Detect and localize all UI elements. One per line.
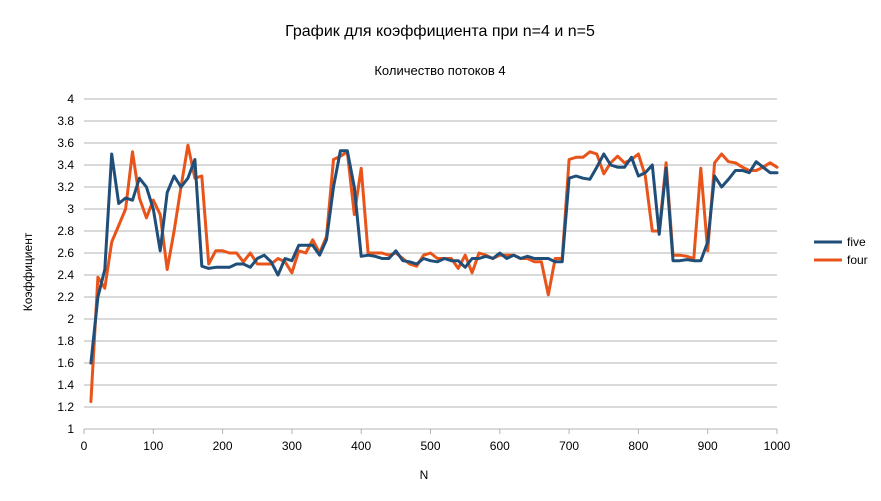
x-axis-ticks: 0 100 200 300 400 500 600 700 800 900 1000 — [81, 429, 791, 453]
y-tick-label: 2.4 — [57, 268, 74, 282]
y-tick-label: 1.2 — [57, 400, 74, 414]
legend: five four — [814, 235, 868, 267]
grid-lines — [84, 98, 777, 408]
y-tick-label: 3.2 — [57, 180, 74, 194]
y-axis-title: Коэффициент — [21, 232, 35, 311]
legend-label-four: four — [847, 253, 868, 267]
chart-subtitle: Количество потоков 4 — [374, 63, 505, 78]
x-axis-title: N — [420, 468, 429, 482]
chart-title: График для коэффициента при n=4 и n=5 — [285, 23, 595, 40]
y-tick-label: 3 — [67, 202, 74, 216]
x-tick-label: 1000 — [764, 439, 791, 453]
x-tick-label: 900 — [698, 439, 718, 453]
series-lines — [89, 143, 779, 403]
x-tick-label: 200 — [213, 439, 233, 453]
y-axis-ticks: 1 1.2 1.4 1.6 1.8 2 2.2 2.4 2.6 2.8 3 3.2 3.4 3.6 3.8 4 — [57, 92, 74, 436]
y-tick-label: 2.6 — [57, 246, 74, 260]
y-tick-label: 1.6 — [57, 356, 74, 370]
x-tick-label: 700 — [559, 439, 579, 453]
y-tick-label: 2.8 — [57, 224, 74, 238]
y-tick-label: 3.4 — [57, 158, 74, 172]
y-tick-label: 3.6 — [57, 136, 74, 150]
y-tick-label: 1.8 — [57, 334, 74, 348]
y-tick-label: 2.2 — [57, 290, 74, 304]
y-tick-label: 1.4 — [57, 378, 74, 392]
x-tick-label: 300 — [282, 439, 302, 453]
x-tick-label: 500 — [420, 439, 440, 453]
x-tick-label: 100 — [143, 439, 163, 453]
y-tick-label: 2 — [67, 312, 74, 326]
x-tick-label: 800 — [628, 439, 648, 453]
x-tick-label: 600 — [490, 439, 510, 453]
x-tick-label: 400 — [351, 439, 371, 453]
legend-label-five: five — [847, 235, 866, 249]
y-tick-label: 4 — [67, 92, 74, 106]
y-tick-label: 3.8 — [57, 114, 74, 128]
x-tick-label: 0 — [81, 439, 88, 453]
y-tick-label: 1 — [67, 422, 74, 436]
series-line-five — [89, 149, 779, 365]
